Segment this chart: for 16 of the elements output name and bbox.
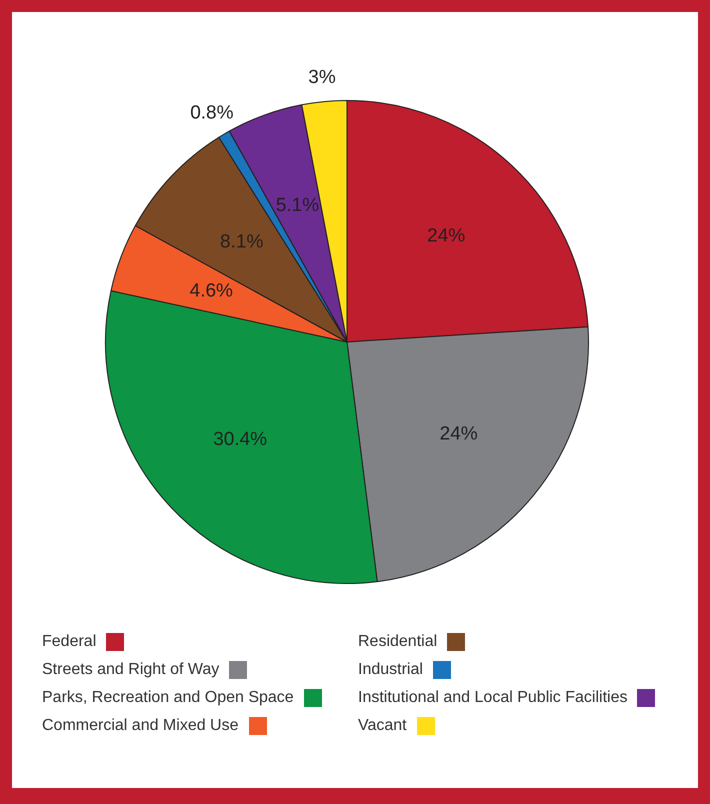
data-label: 8.1% — [220, 232, 264, 253]
data-label: 24% — [440, 424, 478, 445]
legend-label: Parks, Recreation and Open Space — [42, 688, 294, 708]
legend-label: Industrial — [358, 660, 423, 680]
legend-label: Streets and Right of Way — [42, 660, 220, 680]
data-label: 4.6% — [190, 280, 234, 302]
legend-label: Institutional and Local Public Facilities — [358, 688, 628, 708]
data-label: 30.4% — [213, 429, 268, 450]
legend-label: Residential — [358, 632, 438, 652]
data-label: 0.8% — [190, 102, 234, 124]
legend-label: Commercial and Mixed Use — [42, 716, 239, 736]
legend-label: Vacant — [358, 716, 407, 736]
data-label: 3% — [308, 66, 336, 88]
data-label: 5.1% — [276, 195, 320, 216]
legend-label: Federal — [42, 632, 96, 652]
data-label: 24% — [427, 226, 466, 247]
